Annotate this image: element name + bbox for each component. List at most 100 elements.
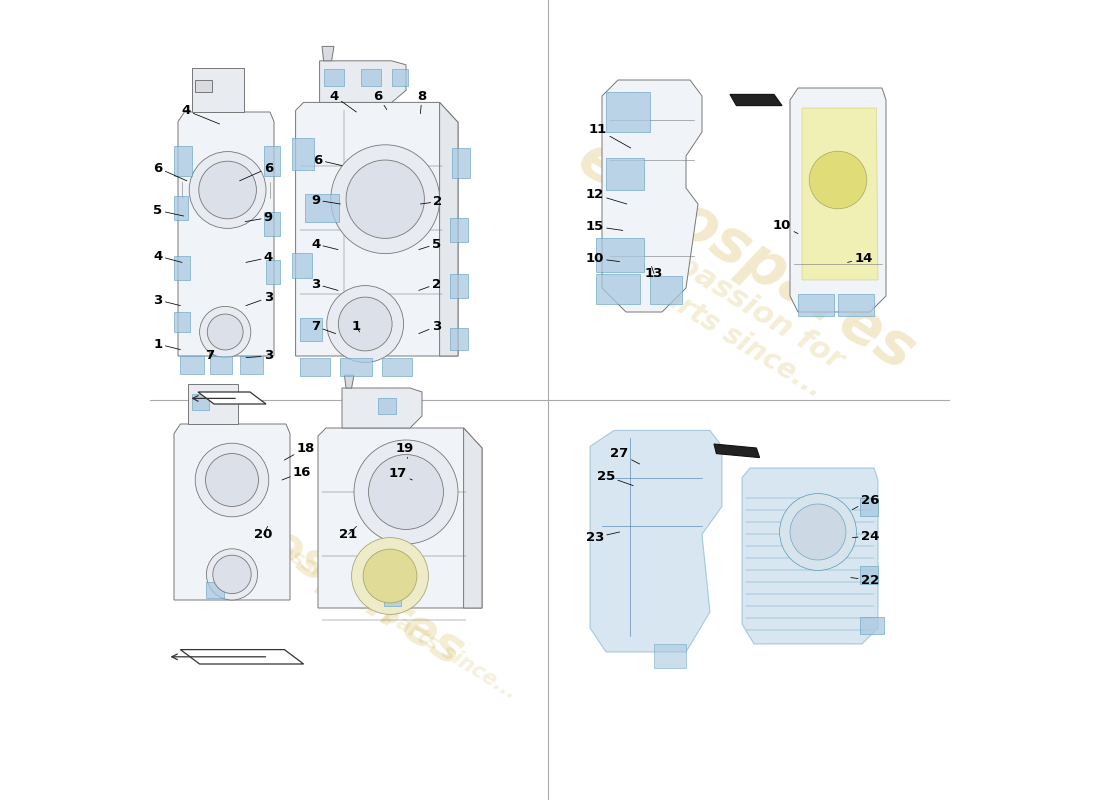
Circle shape [189, 152, 266, 229]
Circle shape [810, 151, 867, 209]
Text: 19: 19 [395, 442, 414, 458]
Text: 4: 4 [311, 238, 338, 250]
Text: 4: 4 [153, 250, 182, 262]
Polygon shape [602, 80, 702, 312]
Text: 7: 7 [206, 350, 214, 362]
Polygon shape [296, 102, 458, 356]
Bar [378, 398, 396, 414]
Text: parts since...: parts since... [640, 272, 828, 403]
Bar [264, 212, 280, 236]
Polygon shape [344, 375, 354, 388]
Bar [292, 138, 313, 170]
Circle shape [780, 494, 857, 570]
Circle shape [790, 504, 846, 560]
Polygon shape [192, 68, 243, 112]
Polygon shape [802, 108, 878, 280]
Circle shape [363, 549, 417, 603]
Bar [174, 196, 188, 220]
Bar [838, 294, 875, 316]
Text: 25: 25 [597, 470, 634, 486]
Text: 3: 3 [246, 291, 273, 306]
Polygon shape [322, 46, 334, 61]
Text: 1: 1 [153, 338, 180, 350]
Text: 1: 1 [352, 320, 361, 333]
Polygon shape [742, 468, 878, 644]
Text: a passion for parts since...: a passion for parts since... [244, 521, 520, 703]
Bar [292, 253, 311, 278]
Text: 16: 16 [282, 466, 311, 480]
Bar [305, 194, 339, 222]
Bar [382, 358, 412, 376]
Bar [241, 356, 263, 374]
Text: 4: 4 [182, 104, 220, 124]
Text: 11: 11 [588, 123, 630, 148]
Bar [654, 644, 686, 668]
Bar [860, 566, 878, 584]
Text: 7: 7 [311, 320, 336, 334]
Polygon shape [730, 94, 782, 106]
Text: 6: 6 [240, 162, 273, 181]
Bar [210, 356, 232, 374]
Text: a passion for: a passion for [644, 233, 848, 375]
Circle shape [195, 443, 268, 517]
Bar [384, 590, 402, 606]
Bar [191, 394, 209, 410]
Bar [392, 69, 408, 86]
Bar [860, 617, 884, 634]
Text: 6: 6 [314, 154, 342, 166]
Text: 5: 5 [419, 238, 441, 250]
Bar [650, 276, 682, 304]
Bar [179, 356, 204, 374]
Bar [299, 318, 322, 341]
Bar [450, 274, 468, 298]
Text: 9: 9 [311, 194, 340, 206]
Text: 10: 10 [585, 252, 619, 265]
Text: 3: 3 [246, 350, 273, 362]
Text: 17: 17 [389, 467, 412, 480]
Circle shape [199, 162, 256, 218]
Circle shape [206, 454, 258, 506]
Polygon shape [318, 428, 482, 608]
Polygon shape [590, 430, 722, 652]
Circle shape [346, 160, 425, 238]
Circle shape [339, 297, 392, 351]
Text: 5: 5 [153, 204, 184, 217]
Bar [860, 498, 878, 516]
Text: 6: 6 [153, 162, 187, 181]
Circle shape [327, 286, 404, 362]
Text: 23: 23 [585, 531, 619, 544]
Bar [299, 358, 330, 376]
Text: 13: 13 [645, 266, 663, 280]
Polygon shape [463, 428, 482, 608]
Bar [264, 146, 280, 176]
Text: 15: 15 [585, 220, 623, 233]
Text: 3: 3 [419, 320, 441, 334]
Circle shape [354, 440, 458, 544]
Bar [450, 218, 468, 242]
Circle shape [368, 454, 443, 530]
Circle shape [331, 145, 440, 254]
Text: 14: 14 [848, 252, 872, 265]
Bar [595, 274, 639, 304]
Circle shape [212, 555, 251, 594]
Bar [266, 260, 280, 284]
Bar [452, 148, 470, 178]
Polygon shape [174, 424, 290, 600]
Text: 21: 21 [339, 526, 358, 541]
Bar [606, 158, 645, 190]
Text: 22: 22 [850, 574, 879, 586]
Text: 9: 9 [245, 211, 273, 224]
Text: 10: 10 [773, 219, 798, 234]
Text: 6: 6 [373, 90, 387, 110]
Polygon shape [180, 650, 304, 664]
Polygon shape [320, 61, 406, 102]
Bar [595, 238, 644, 272]
Text: 2: 2 [419, 278, 441, 290]
Bar [174, 312, 190, 332]
Bar [450, 328, 468, 350]
Circle shape [352, 538, 428, 614]
Text: eurospares: eurospares [179, 468, 473, 676]
Polygon shape [714, 444, 760, 458]
Text: 3: 3 [311, 278, 338, 290]
Bar [606, 92, 650, 132]
